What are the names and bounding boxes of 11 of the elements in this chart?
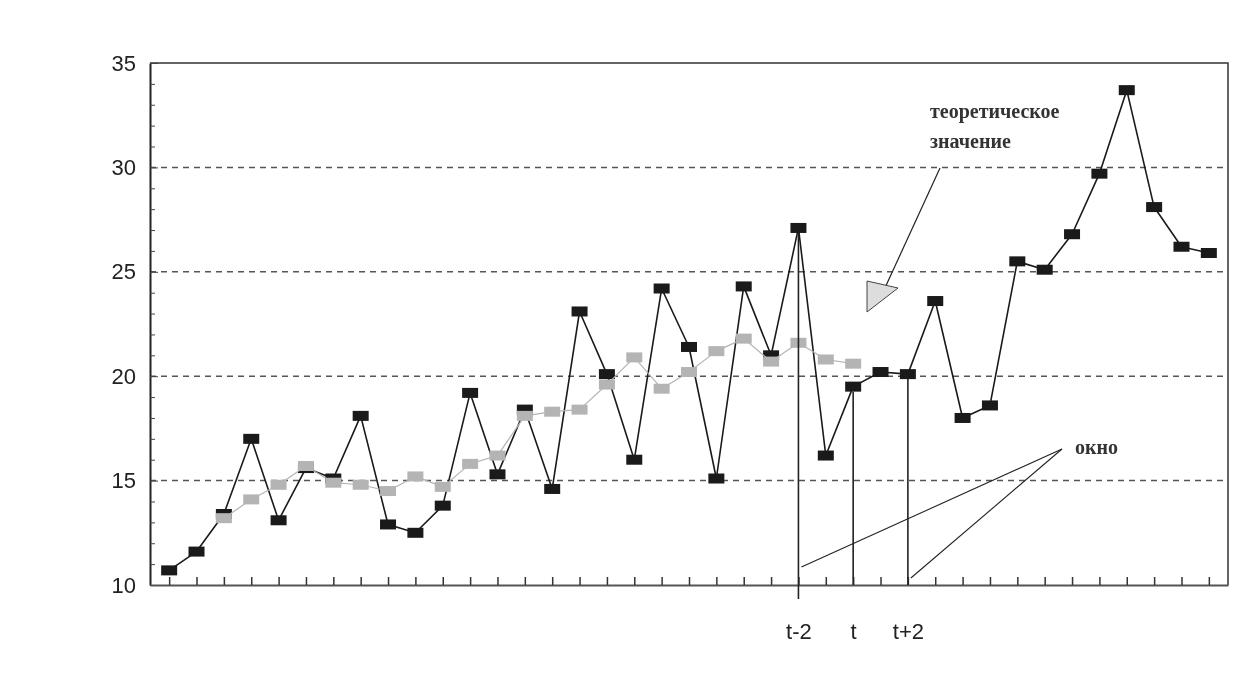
- annotation: теоретическое значение: [930, 100, 1060, 152]
- y-tick-label: 35: [111, 50, 136, 76]
- y-tick-label: 30: [111, 154, 136, 180]
- y-tick-label: 20: [111, 363, 136, 389]
- y-tick-label: 25: [111, 259, 136, 285]
- y-tick-label: 15: [111, 468, 136, 494]
- annotation: окно: [1075, 436, 1119, 458]
- x-tick-label: t-2: [786, 618, 812, 644]
- x-tick-label: t+2: [892, 618, 924, 644]
- y-tick-label: 10: [111, 572, 136, 598]
- x-tick-label: t: [850, 618, 857, 644]
